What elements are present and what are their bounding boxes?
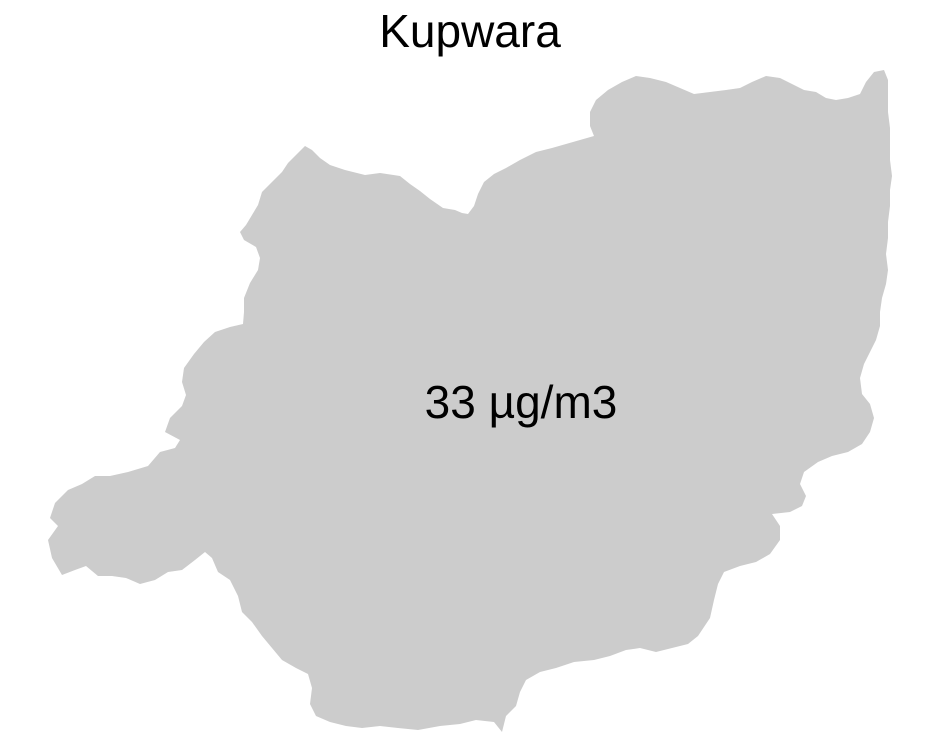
map-title: Kupwara [379,5,561,57]
region-value-label: 33 µg/m3 [425,376,618,428]
kupwara-district-shape [48,70,892,732]
